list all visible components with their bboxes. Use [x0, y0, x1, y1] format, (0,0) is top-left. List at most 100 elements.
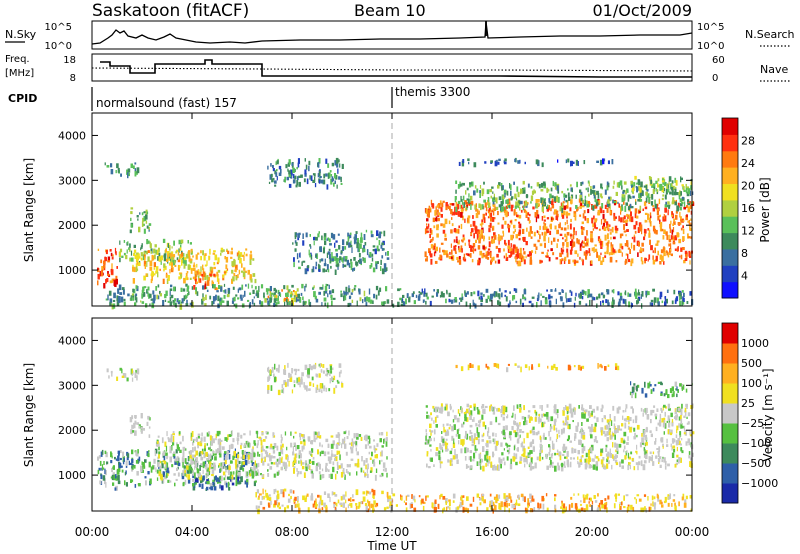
velocity-data-cell — [309, 381, 312, 387]
power-data-cell — [600, 292, 604, 296]
power-data-cell — [252, 273, 256, 277]
power-data-cell — [531, 250, 534, 253]
velocity-data-cell — [463, 412, 467, 415]
velocity-data-cell — [319, 363, 321, 368]
velocity-data-cell — [421, 498, 424, 504]
power-data-cell — [516, 214, 519, 217]
velocity-data-cell — [361, 456, 363, 462]
power-data-cell — [480, 295, 483, 300]
power-data-cell — [606, 250, 609, 255]
velocity-data-cell — [193, 438, 196, 442]
power-data-cell — [165, 249, 167, 253]
power-data-cell — [586, 238, 589, 243]
power-data-cell — [569, 289, 572, 293]
power-data-cell — [451, 249, 453, 255]
power-data-cell — [544, 299, 548, 305]
power-data-cell — [343, 264, 347, 268]
velocity-data-cell — [219, 475, 221, 480]
velocity-data-cell — [410, 502, 413, 505]
velocity-data-cell — [664, 465, 667, 470]
power-data-cell — [288, 159, 291, 164]
velocity-data-cell — [632, 419, 635, 424]
velocity-data-cell — [425, 495, 427, 501]
velocity-data-cell — [626, 450, 628, 453]
velocity-data-cell — [221, 462, 225, 466]
power-data-cell — [669, 249, 672, 252]
velocity-data-cell — [608, 430, 611, 435]
power-data-cell — [341, 163, 344, 169]
velocity-data-cell — [123, 457, 125, 462]
power-data-cell — [344, 246, 347, 250]
power-data-cell — [297, 233, 300, 238]
power-data-cell — [399, 297, 402, 301]
power-data-cell — [143, 261, 147, 267]
power-data-cell — [150, 298, 153, 301]
power-data-cell — [167, 253, 169, 258]
power-data-cell — [609, 232, 612, 235]
velocity-data-cell — [333, 503, 336, 508]
velocity-data-cell — [229, 475, 232, 480]
velocity-data-cell — [600, 427, 603, 433]
velocity-data-cell — [292, 451, 295, 456]
velocity-data-cell — [256, 472, 258, 476]
power-data-cell — [668, 204, 671, 209]
power-data-cell — [298, 260, 300, 263]
power-data-cell — [431, 203, 434, 208]
power-data-cell — [464, 200, 467, 205]
power-data-cell — [470, 200, 474, 206]
velocity-data-cell — [585, 504, 589, 511]
velocity-data-cell — [302, 495, 305, 501]
power-data-cell — [591, 247, 594, 252]
power-data-cell — [444, 218, 448, 225]
power-data-cell — [421, 288, 423, 294]
velocity-data-cell — [197, 445, 199, 449]
power-data-cell — [289, 294, 293, 298]
power-data-cell — [106, 278, 109, 283]
velocity-data-cell — [379, 474, 383, 478]
power-data-cell — [439, 254, 442, 260]
velocity-data-cell — [182, 446, 186, 451]
power-data-cell — [379, 287, 382, 292]
velocity-data-cell — [319, 451, 322, 457]
power-data-cell — [235, 275, 238, 281]
velocity-data-cell — [456, 506, 460, 510]
power-data-cell — [143, 223, 145, 226]
power-data-cell — [350, 265, 353, 271]
power-data-cell — [454, 199, 457, 203]
power-data-cell — [142, 254, 145, 261]
velocity-data-cell — [192, 486, 196, 491]
power-data-cell — [200, 266, 202, 272]
freq-tick-bottom: 8 — [70, 73, 76, 84]
power-data-cell — [490, 195, 493, 199]
velocity-data-cell — [246, 482, 248, 488]
power-data-cell — [111, 263, 113, 269]
power-data-cell — [564, 233, 567, 238]
power-data-cell — [626, 242, 629, 248]
velocity-data-cell — [529, 500, 532, 503]
power-data-cell — [520, 189, 523, 194]
power-data-cell — [249, 259, 252, 265]
power-data-cell — [554, 182, 557, 187]
power-data-cell — [669, 227, 672, 233]
power-data-cell — [623, 300, 627, 304]
power-data-cell — [490, 210, 493, 213]
power-data-cell — [108, 290, 112, 296]
velocity-data-cell — [233, 454, 236, 459]
velocity-data-cell — [224, 474, 226, 478]
power-data-cell — [568, 259, 571, 264]
power-data-cell — [633, 244, 636, 251]
velocity-data-cell — [688, 455, 691, 459]
power-data-cell — [549, 223, 552, 230]
power-data-cell — [173, 286, 176, 291]
power-data-cell — [593, 204, 596, 209]
power-data-cell — [600, 183, 603, 189]
velocity-data-cell — [295, 445, 297, 451]
power-data-cell — [496, 253, 499, 258]
power-data-cell — [479, 223, 482, 226]
velocity-data-cell — [273, 473, 276, 478]
power-data-cell — [197, 275, 200, 281]
power-data-cell — [653, 297, 657, 303]
velocity-data-cell — [555, 438, 558, 443]
power-data-cell — [381, 268, 385, 275]
velocity-data-cell — [667, 502, 670, 507]
